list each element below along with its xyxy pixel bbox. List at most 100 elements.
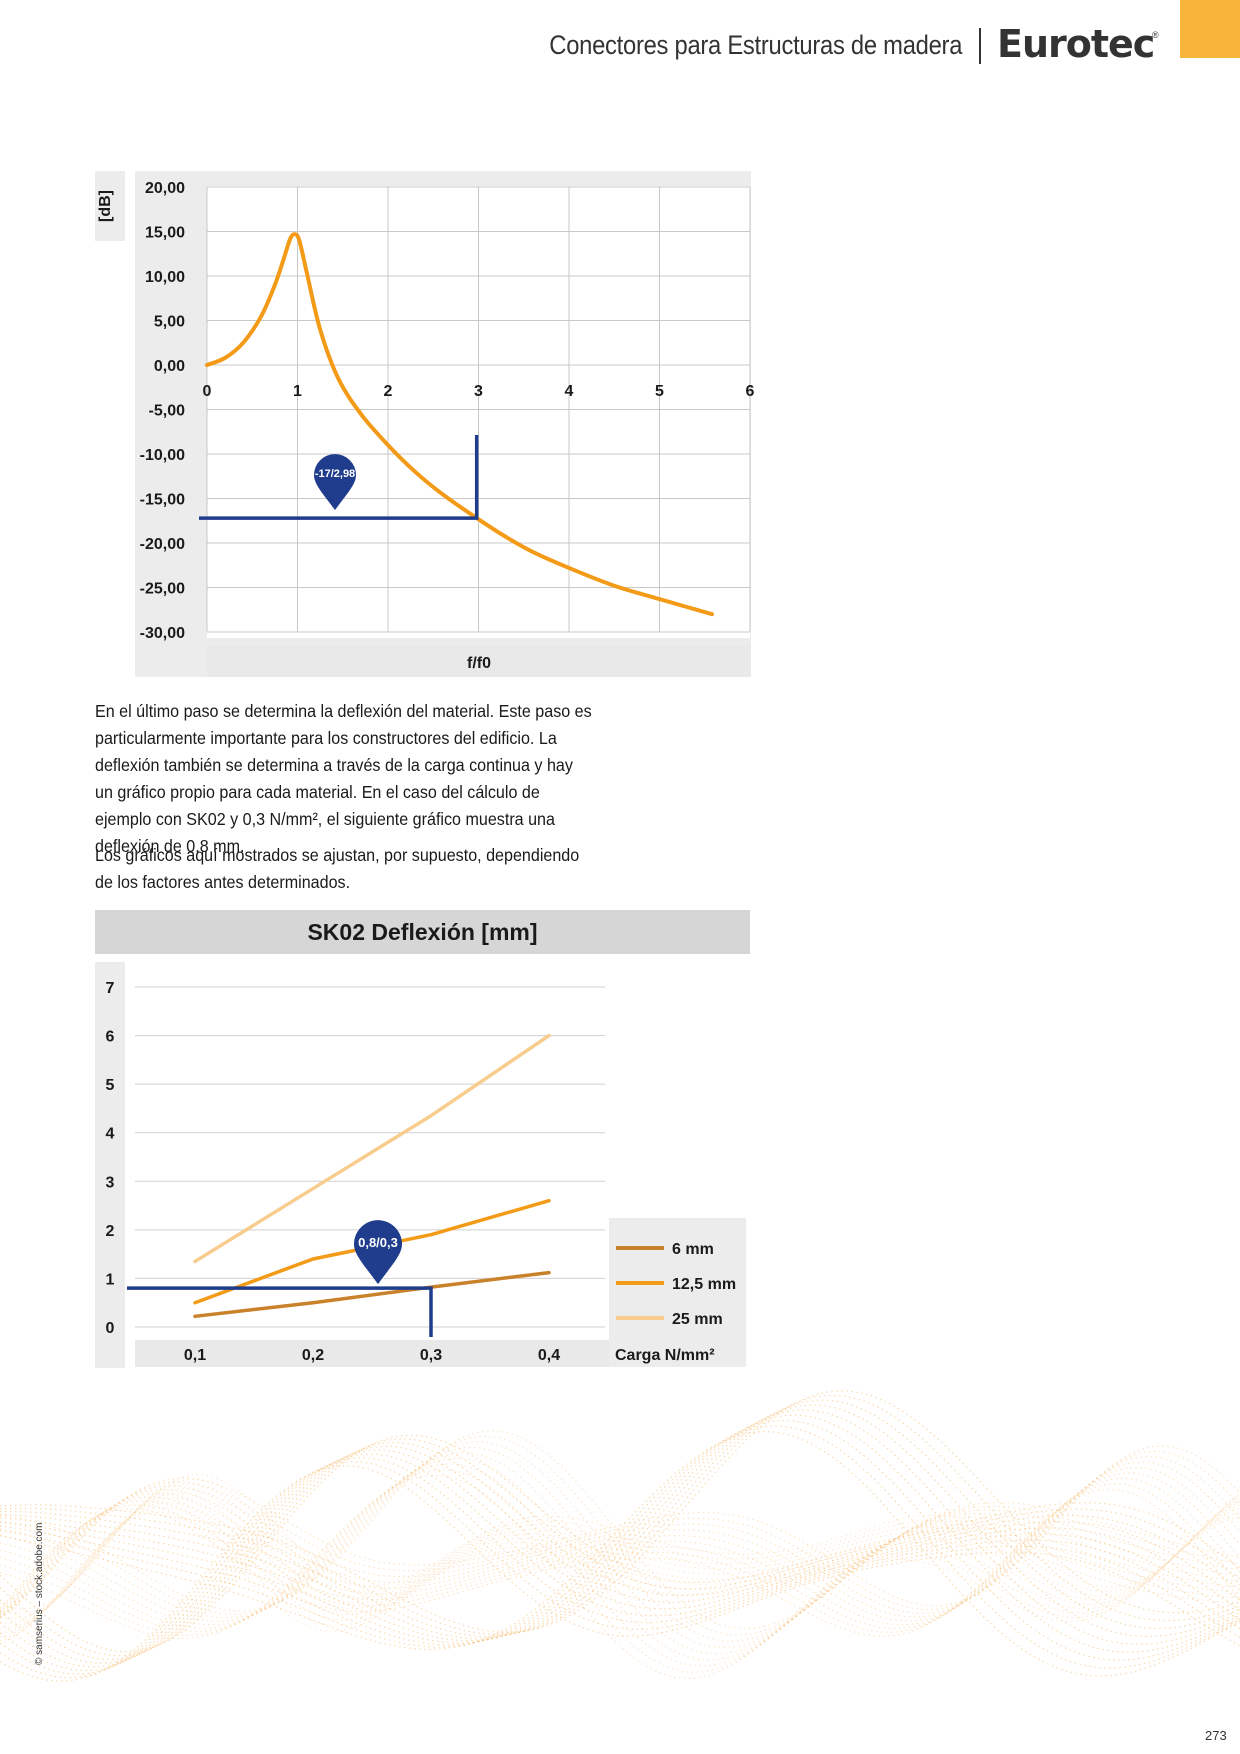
chart2-x-panel — [135, 1340, 609, 1367]
chart1-x-tick-label: 3 — [474, 383, 483, 400]
wave-strand — [0, 1446, 1240, 1649]
chart2-legend: 6 mm 12,5 mm 25 mm — [616, 1241, 736, 1328]
chart2-y-ticks: 7 6 5 4 3 2 1 0 — [106, 980, 115, 1337]
wave-strand — [0, 1450, 1240, 1619]
wave-strand — [0, 1487, 1240, 1625]
wave-strand — [0, 1409, 1240, 1645]
chart2-y-tick-label: 5 — [106, 1077, 115, 1094]
chart1-y-tick-label: 10,00 — [145, 269, 185, 286]
chart1-x-tick-label: 5 — [655, 383, 664, 400]
corner-accent-tab — [1180, 0, 1240, 58]
chart2-y-tick-label: 6 — [106, 1029, 115, 1046]
chart2-y-tick-label: 7 — [106, 980, 115, 997]
wave-strand — [0, 1441, 1240, 1642]
chart1-annotation-lines — [199, 435, 479, 520]
wave-strand — [0, 1414, 1240, 1653]
chart2-x-ticks: 0,1 0,2 0,3 0,4 — [184, 1347, 560, 1364]
page-number: 273 — [1205, 1728, 1227, 1743]
wave-strand — [0, 1474, 1240, 1680]
chart1-x-tick-label: 1 — [293, 383, 302, 400]
paragraph-adjustment: Los gráficos aquí mostrados se ajustan, … — [95, 845, 580, 892]
chart1-y-tick-label: -25,00 — [140, 581, 185, 598]
wave-strand — [0, 1506, 1240, 1642]
chart1-x-tick-label: 2 — [384, 383, 393, 400]
chart1-y-tick-label: -5,00 — [149, 403, 186, 420]
chart1-y-tick-label: -20,00 — [140, 536, 185, 553]
chart2-y-tick-label: 0 — [106, 1320, 115, 1337]
wave-strand — [0, 1465, 1240, 1682]
chart2-series-line — [193, 1033, 551, 1264]
chart1-series-line — [205, 232, 714, 617]
eurotec-logo: Eurotec — [997, 22, 1155, 66]
chart1-y-ticks: 20,00 15,00 10,00 5,00 0,00 -5,00 -10,00 -15,00… — [140, 180, 185, 642]
chart1-x-tick-label: 6 — [746, 383, 755, 400]
chart2-x-tick-label: 0,3 — [420, 1347, 442, 1364]
wave-strand — [0, 1511, 1240, 1645]
chart2-y-tick-label: 3 — [106, 1174, 115, 1191]
chart2-title: SK02 Deflexión [mm] — [95, 910, 750, 954]
wave-strand — [0, 1463, 1240, 1667]
wave-strand — [0, 1404, 1240, 1640]
chart1-x-tick-label: 0 — [203, 383, 212, 400]
chart1-y-tick-label: -10,00 — [140, 447, 185, 464]
chart1-ylabel-panel — [95, 171, 125, 241]
wave-strand — [0, 1483, 1240, 1620]
chart2-xlabel: Carga N/mm² — [615, 1347, 715, 1364]
wave-strand — [0, 1457, 1240, 1675]
chart2-annotation: 0,8/0,3 — [127, 1220, 433, 1337]
wave-strand — [0, 1497, 1240, 1634]
chart1-y-tick-label: -30,00 — [140, 625, 185, 642]
chart2-x-tick-label: 0,2 — [302, 1347, 324, 1364]
chart1-y-tick-label: -15,00 — [140, 492, 185, 509]
wave-strand — [0, 1477, 1240, 1630]
chart1-ylabel: [dB] — [97, 190, 114, 222]
chart1-x-tick-label: 4 — [565, 383, 574, 400]
wave-strand — [0, 1492, 1240, 1629]
header-separator — [979, 28, 981, 64]
wave-strand — [0, 1441, 1240, 1661]
chart1-x-ticks: 0 1 2 3 4 5 6 — [203, 383, 755, 400]
chart1-y-tick-label: 0,00 — [154, 358, 185, 375]
chart1-y-tick-label: 5,00 — [154, 314, 185, 331]
chart1-map-pin-icon — [314, 454, 356, 511]
wave-strand — [0, 1488, 1240, 1637]
image-credit: © samserius – stock.adobe.com — [34, 1522, 45, 1665]
wave-strand — [0, 1438, 1240, 1657]
logo-registered-mark: ® — [1152, 30, 1159, 40]
chart2-y-panel — [95, 962, 125, 1368]
wave-strand — [0, 1445, 1240, 1618]
wave-strand — [0, 1456, 1240, 1619]
wave-strand — [0, 1461, 1240, 1679]
chart2-x-tick-label: 0,1 — [184, 1347, 206, 1364]
chart1-annotation: -17/2,98 — [199, 435, 479, 520]
paragraph-deflection: En el último paso se determina la deflex… — [95, 701, 592, 856]
wave-strand — [0, 1430, 1240, 1630]
chart1-y-tick-label: 15,00 — [145, 225, 185, 242]
chart2-y-tick-label: 2 — [106, 1223, 115, 1240]
wave-strand — [0, 1466, 1240, 1622]
wave-strand — [0, 1394, 1240, 1636]
wave-strand — [0, 1445, 1240, 1664]
chart2-legend-panel — [609, 1218, 746, 1367]
chart2-legend-label: 12,5 mm — [672, 1276, 736, 1293]
chart2-x-tick-label: 0,4 — [538, 1347, 560, 1364]
chart1-xlabel: f/f0 — [467, 655, 491, 672]
chart1-y-tick-label: 20,00 — [145, 180, 185, 197]
chart1-grid — [206, 186, 751, 633]
wave-strand — [0, 1453, 1240, 1672]
chart1-annotation-label: -17/2,98 — [315, 468, 355, 480]
wave-strand — [0, 1478, 1240, 1615]
wave-strand — [0, 1430, 1240, 1677]
wave-strand — [0, 1419, 1240, 1661]
wave-strand — [0, 1473, 1240, 1610]
chart2-y-tick-label: 1 — [106, 1271, 115, 1288]
wave-strand — [0, 1461, 1240, 1619]
decorative-wave-graphic — [0, 1390, 1240, 1682]
chart2-series-line — [193, 1270, 551, 1319]
wave-strand — [0, 1452, 1240, 1655]
chart2-grid — [135, 986, 605, 1328]
wave-strand — [0, 1425, 1240, 1669]
chart2-legend-label: 6 mm — [672, 1241, 714, 1258]
chart2-y-tick-label: 4 — [106, 1126, 115, 1143]
